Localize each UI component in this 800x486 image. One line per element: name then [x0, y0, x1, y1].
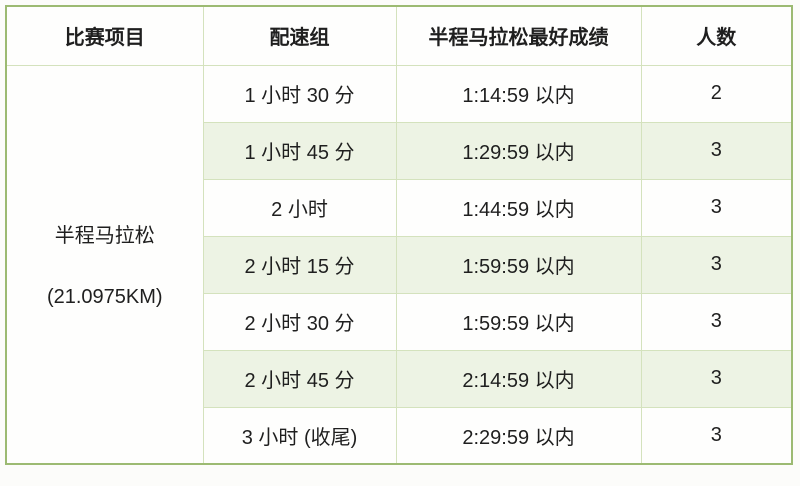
best-time-cell: 2:29:59 以内 — [395, 406, 642, 465]
count-cell: 3 — [640, 349, 793, 408]
header-event: 比赛项目 — [5, 5, 204, 66]
best-time-cell: 1:44:59 以内 — [395, 178, 642, 237]
header-count: 人数 — [640, 5, 793, 66]
best-time-cell: 1:14:59 以内 — [395, 64, 642, 123]
event-cell: 半程马拉松 (21.0975KM) — [5, 64, 204, 465]
pace-group-cell: 2 小时 45 分 — [202, 349, 397, 408]
pace-group-cell: 2 小时 15 分 — [202, 235, 397, 294]
header-pace-group: 配速组 — [202, 5, 397, 66]
table-row: 2 小时 1:44:59 以内 3 — [6, 178, 793, 237]
pace-table: 比赛项目 配速组 半程马拉松最好成绩 人数 半程马拉松 (21.0975KM) … — [5, 5, 793, 465]
event-distance: (21.0975KM) — [46, 286, 163, 309]
table-row: 2 小时 45 分 2:14:59 以内 3 — [6, 349, 793, 408]
count-cell: 3 — [640, 178, 793, 237]
count-cell: 2 — [640, 64, 793, 123]
best-time-cell: 1:59:59 以内 — [395, 235, 642, 294]
table-row: 2 小时 30 分 1:59:59 以内 3 — [6, 292, 793, 351]
pace-group-cell: 3 小时 (收尾) — [202, 406, 397, 465]
best-time-cell: 1:29:59 以内 — [395, 121, 642, 180]
count-cell: 3 — [640, 235, 793, 294]
count-cell: 3 — [640, 292, 793, 351]
table-row: 半程马拉松 (21.0975KM) 1 小时 30 分 1:14:59 以内 2 — [5, 64, 793, 465]
table-row: 2 小时 15 分 1:59:59 以内 3 — [6, 235, 793, 294]
event-name: 半程马拉松 — [54, 225, 155, 248]
header-row: 比赛项目 配速组 半程马拉松最好成绩 人数 — [5, 5, 793, 66]
table-row: 3 小时 (收尾) 2:29:59 以内 3 — [6, 406, 793, 465]
table-row: 1 小时 45 分 1:29:59 以内 3 — [6, 121, 793, 180]
pace-group-cell: 2 小时 — [202, 178, 397, 237]
best-time-cell: 1:59:59 以内 — [395, 292, 642, 351]
best-time-cell: 2:14:59 以内 — [395, 349, 642, 408]
pace-group-cell: 1 小时 30 分 — [202, 64, 397, 123]
pace-group-cell: 1 小时 45 分 — [202, 121, 397, 180]
header-best-time: 半程马拉松最好成绩 — [395, 5, 642, 66]
count-cell: 3 — [640, 121, 793, 180]
pace-group-cell: 2 小时 30 分 — [202, 292, 397, 351]
count-cell: 3 — [640, 406, 793, 465]
